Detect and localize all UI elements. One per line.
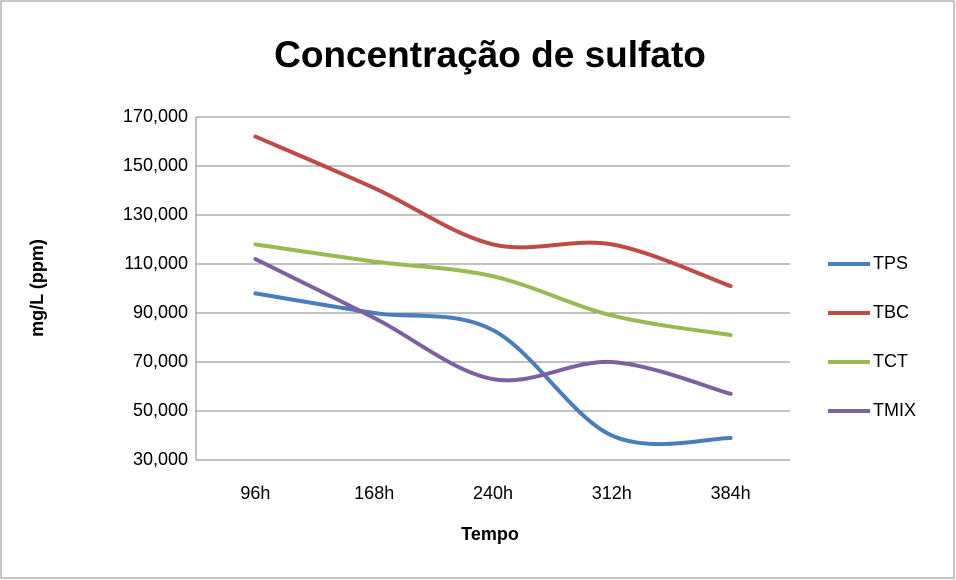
x-tick-label: 312h <box>592 483 632 503</box>
legend-label: TPS <box>873 253 908 273</box>
x-tick-label: 168h <box>354 483 394 503</box>
series-line <box>253 291 733 447</box>
series-line <box>253 134 733 289</box>
y-tick-label: 170,000 <box>123 106 188 126</box>
y-axis-label: mg/L (ppm) <box>27 239 47 337</box>
x-tick-label: 384h <box>711 483 751 503</box>
series-line <box>253 257 733 396</box>
y-tick-label: 90,000 <box>133 302 188 322</box>
y-tick-label: 70,000 <box>133 351 188 371</box>
x-tick-label: 240h <box>473 483 513 503</box>
y-tick-label: 50,000 <box>133 400 188 420</box>
legend-label: TBC <box>873 302 909 322</box>
legend-label: TCT <box>873 351 908 371</box>
x-axis-label: Tempo <box>461 524 519 544</box>
legend-label: TMIX <box>873 400 916 420</box>
y-tick-label: 150,000 <box>123 155 188 175</box>
chart-title: Concentração de sulfato <box>274 34 706 75</box>
x-tick-label: 96h <box>240 483 270 503</box>
y-tick-label: 30,000 <box>133 449 188 469</box>
y-tick-label: 110,000 <box>124 253 188 273</box>
y-tick-label: 130,000 <box>123 204 188 224</box>
series-line <box>253 242 733 338</box>
